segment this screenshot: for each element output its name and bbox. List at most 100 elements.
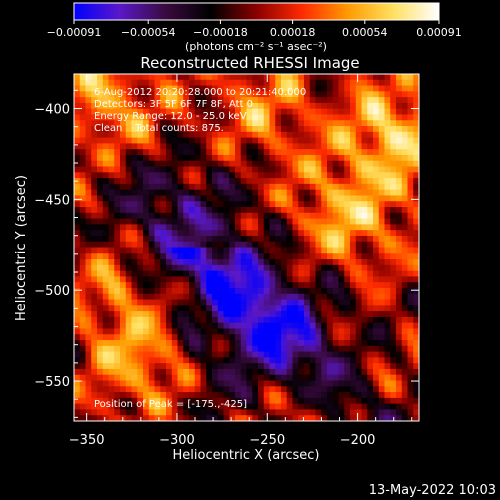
heatmap-cell [154, 212, 161, 219]
heatmap-cell [350, 293, 357, 300]
heatmap-cell [309, 363, 316, 370]
heatmap-cell [407, 368, 414, 376]
heatmap-cell [108, 259, 115, 266]
heatmap-cell [269, 334, 276, 341]
heatmap-cell [327, 178, 334, 185]
heatmap-cell [367, 126, 374, 133]
heatmap-cell [194, 241, 201, 248]
heatmap-cell [240, 270, 247, 277]
heatmap-cell [102, 316, 109, 324]
heatmap-cell [114, 218, 121, 225]
heatmap-cell [125, 137, 132, 144]
heatmap-cell [223, 218, 230, 225]
heatmap-cell [240, 126, 247, 133]
heatmap-cell [286, 264, 293, 272]
heatmap-cell [160, 322, 167, 329]
heatmap-cell [263, 126, 270, 133]
heatmap-cell [206, 143, 213, 150]
heatmap-cell [160, 85, 167, 92]
heatmap-cell [137, 282, 144, 289]
heatmap-cell [367, 328, 374, 335]
heatmap-cell [338, 368, 345, 376]
heatmap-cell [361, 340, 368, 347]
heatmap-cell [355, 85, 362, 92]
heatmap-cell [292, 79, 299, 86]
heatmap-cell [373, 311, 380, 318]
heatmap-cell [97, 403, 104, 410]
heatmap-cell [407, 374, 414, 381]
heatmap-cell [315, 282, 322, 289]
heatmap-cell [252, 259, 259, 266]
heatmap-cell [79, 149, 86, 156]
heatmap-cell [332, 178, 339, 185]
heatmap-cell [309, 143, 316, 150]
heatmap-cell [246, 264, 253, 272]
heatmap-cell [200, 409, 207, 416]
heatmap-cell [344, 351, 351, 358]
heatmap-cell [401, 212, 408, 219]
heatmap-cell [183, 386, 190, 393]
heatmap-cell [229, 149, 236, 156]
heatmap-cell [240, 189, 247, 196]
heatmap-cell [258, 79, 265, 86]
heatmap-cell [154, 85, 161, 92]
heatmap-cell [361, 212, 368, 219]
heatmap-cell [229, 160, 236, 167]
heatmap-cell [401, 287, 408, 295]
heatmap-cell [390, 160, 397, 167]
heatmap-cell [344, 328, 351, 335]
heatmap-cell [217, 85, 224, 92]
heatmap-cell [275, 137, 282, 144]
heatmap-cell [108, 316, 115, 324]
heatmap-cell [309, 218, 316, 225]
heatmap-cell [275, 345, 282, 352]
heatmap-cell [240, 230, 247, 237]
heatmap-cell [292, 178, 299, 185]
heatmap-cell [413, 351, 419, 358]
heatmap-cell [286, 149, 293, 156]
heatmap-cell [327, 403, 334, 410]
heatmap-cell [91, 120, 98, 127]
heatmap-cell [229, 230, 236, 237]
heatmap-cell [390, 143, 397, 150]
heatmap-cell [390, 386, 397, 393]
heatmap-cell [390, 114, 397, 121]
heatmap-cell [413, 345, 419, 352]
heatmap-cell [407, 415, 414, 421]
heatmap-cell [281, 230, 288, 237]
heatmap-cell [361, 114, 368, 121]
colorbar-tick-label: 0.00091 [416, 26, 462, 39]
heatmap-cell [223, 316, 230, 324]
heatmap-cell [240, 253, 247, 260]
heatmap-cell [79, 207, 86, 214]
heatmap-cell [309, 85, 316, 92]
heatmap-cell [344, 380, 351, 387]
heatmap-cell [154, 322, 161, 329]
heatmap-cell [74, 172, 81, 179]
heatmap-cell [246, 253, 253, 260]
heatmap-cell [258, 380, 265, 387]
heatmap-cell [120, 91, 127, 98]
heatmap-cell [166, 340, 173, 347]
heatmap-cell [315, 386, 322, 393]
heatmap-cell [194, 126, 201, 133]
heatmap-cell [240, 415, 247, 421]
heatmap-cell [263, 218, 270, 225]
heatmap-cell [413, 270, 419, 277]
heatmap-cell [286, 166, 293, 173]
heatmap-cell [206, 287, 213, 295]
heatmap-cell [160, 143, 167, 150]
heatmap-cell [361, 386, 368, 393]
heatmap-cell [85, 299, 92, 306]
heatmap-cell [373, 183, 380, 191]
heatmap-cell [327, 224, 334, 231]
heatmap-cell [74, 102, 81, 110]
heatmap-cell [143, 363, 150, 370]
heatmap-cell [396, 195, 403, 202]
heatmap-cell [120, 259, 127, 266]
heatmap-cell [378, 201, 385, 208]
heatmap-cell [194, 397, 201, 405]
heatmap-cell [361, 218, 368, 225]
heatmap-cell [298, 380, 305, 387]
heatmap-cell [361, 322, 368, 329]
